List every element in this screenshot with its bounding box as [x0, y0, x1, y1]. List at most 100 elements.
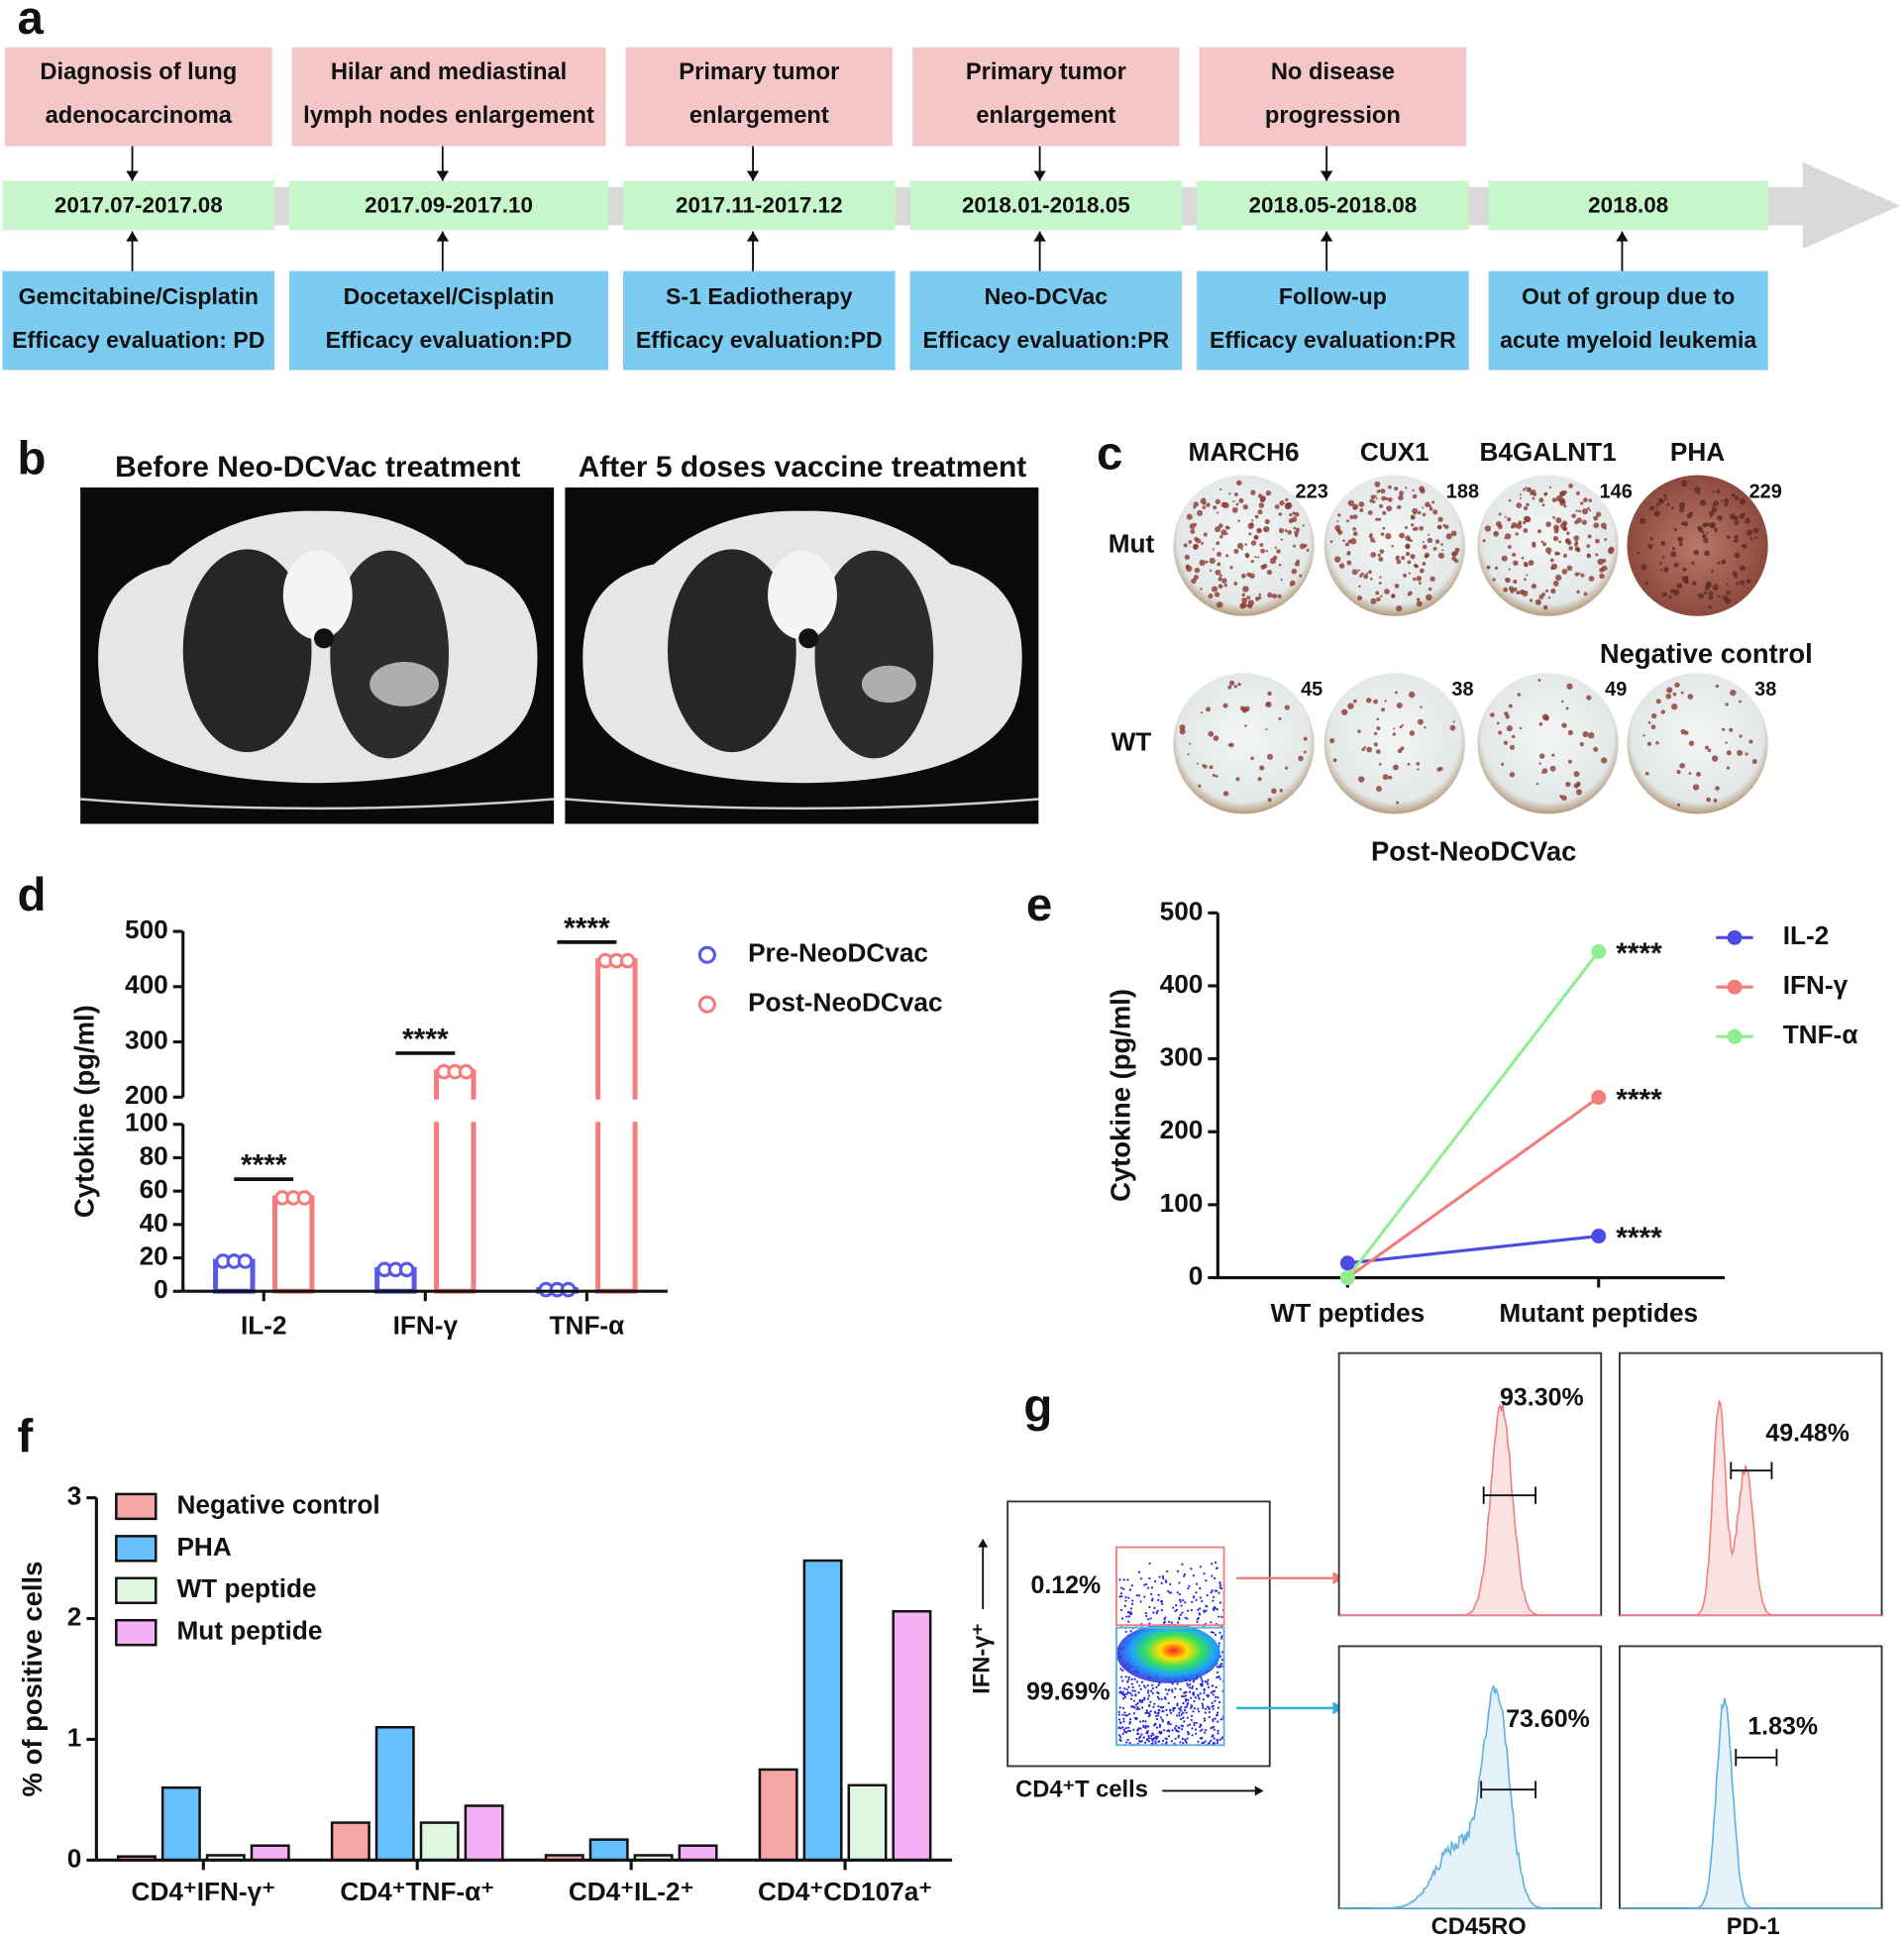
event-dot [1216, 1566, 1218, 1569]
event-dot [1216, 1720, 1219, 1723]
event-dot [1160, 1600, 1164, 1603]
event-dot [1164, 1688, 1167, 1691]
event-dot [1161, 1718, 1164, 1721]
event-dot [1216, 1741, 1218, 1745]
event-dot [1180, 1604, 1183, 1607]
spot [1539, 753, 1545, 759]
spot [1194, 536, 1199, 542]
spot [1408, 691, 1416, 699]
event-dot [1171, 1690, 1174, 1693]
x-tick-label: CD4⁺IL-2⁺ [569, 1877, 694, 1906]
spot [1704, 585, 1711, 591]
event-dot [1201, 1728, 1204, 1731]
spot [1274, 504, 1280, 509]
axis-label: CD4⁺T cells [1015, 1778, 1148, 1803]
spot [1334, 524, 1341, 531]
spot [1692, 784, 1700, 791]
spot [1428, 506, 1433, 511]
well [1627, 475, 1768, 616]
spot [1216, 541, 1220, 546]
event-text: enlargement [976, 103, 1115, 129]
spot [1357, 569, 1360, 572]
spot [1509, 744, 1516, 750]
spot [1259, 543, 1264, 547]
event-dot [1129, 1607, 1132, 1610]
spot [1219, 535, 1223, 539]
spot [1724, 502, 1729, 507]
row-label: WT [1111, 726, 1152, 756]
event-dot [1124, 1727, 1127, 1730]
spot [1185, 564, 1191, 570]
event-dot [1178, 1714, 1181, 1717]
x-tick-label: Mutant peptides [1499, 1298, 1698, 1328]
spot [1179, 724, 1186, 731]
spot [1711, 755, 1719, 762]
event-dot [1167, 1720, 1171, 1724]
event-dot [1208, 1707, 1211, 1710]
spot [1306, 548, 1310, 552]
spot [1376, 786, 1382, 793]
event-dot [1117, 1718, 1121, 1721]
spot [1346, 519, 1350, 523]
spot [1238, 497, 1244, 503]
spot [1347, 499, 1354, 506]
y-tick-label: 2 [67, 1601, 82, 1631]
spot [1735, 538, 1739, 543]
spot [1407, 560, 1412, 565]
spot [1215, 498, 1220, 504]
bar [595, 958, 638, 1294]
spot [1586, 544, 1591, 549]
legend-label: WT peptide [176, 1573, 316, 1603]
spot [1246, 595, 1251, 600]
spot [1388, 775, 1393, 780]
event-dot [1121, 1707, 1125, 1710]
spot [1716, 489, 1721, 493]
spot [1218, 574, 1222, 578]
event-dot [1206, 1593, 1209, 1597]
spot [1251, 519, 1254, 522]
spot [1713, 798, 1718, 803]
event-dot [1148, 1576, 1151, 1580]
spot [1278, 716, 1282, 721]
event-dot [1195, 1732, 1198, 1736]
event-dot [1135, 1680, 1139, 1683]
spot [1292, 544, 1297, 548]
spot [1688, 740, 1695, 747]
spot [1663, 497, 1667, 501]
connector-head [436, 231, 450, 242]
event-dot [1180, 1705, 1183, 1709]
spot [1583, 592, 1588, 596]
spot [1291, 568, 1298, 575]
spot [1267, 798, 1272, 803]
spot [1644, 581, 1649, 586]
event-dot [1182, 1598, 1185, 1602]
event-dot [1156, 1695, 1159, 1698]
spot [1501, 555, 1508, 562]
event-dot [1176, 1714, 1179, 1717]
spot [1545, 589, 1548, 593]
event-dot [1210, 1631, 1214, 1634]
event-dot [1213, 1576, 1216, 1580]
event-dot [1120, 1617, 1124, 1620]
event-dot [1218, 1601, 1222, 1604]
treatment-text: Efficacy evaluation:PD [636, 327, 883, 353]
spot [1640, 564, 1647, 571]
spot [1532, 543, 1536, 548]
event-dot [1150, 1737, 1153, 1740]
spot [1599, 573, 1605, 580]
spot [1384, 700, 1387, 702]
spot [1510, 525, 1514, 529]
event-dot [1154, 1711, 1157, 1714]
y-tick-label: 400 [1160, 969, 1204, 999]
event-dot [1195, 1582, 1199, 1585]
spot [1702, 531, 1705, 534]
spot [1587, 506, 1590, 510]
spot [1541, 713, 1549, 720]
ct-spine [282, 550, 353, 640]
spot [1707, 748, 1712, 753]
event-dot [1203, 1719, 1207, 1722]
event-dot [1122, 1717, 1125, 1720]
spot [1693, 549, 1700, 556]
spot [1581, 508, 1589, 515]
event-dot [1169, 1582, 1172, 1586]
